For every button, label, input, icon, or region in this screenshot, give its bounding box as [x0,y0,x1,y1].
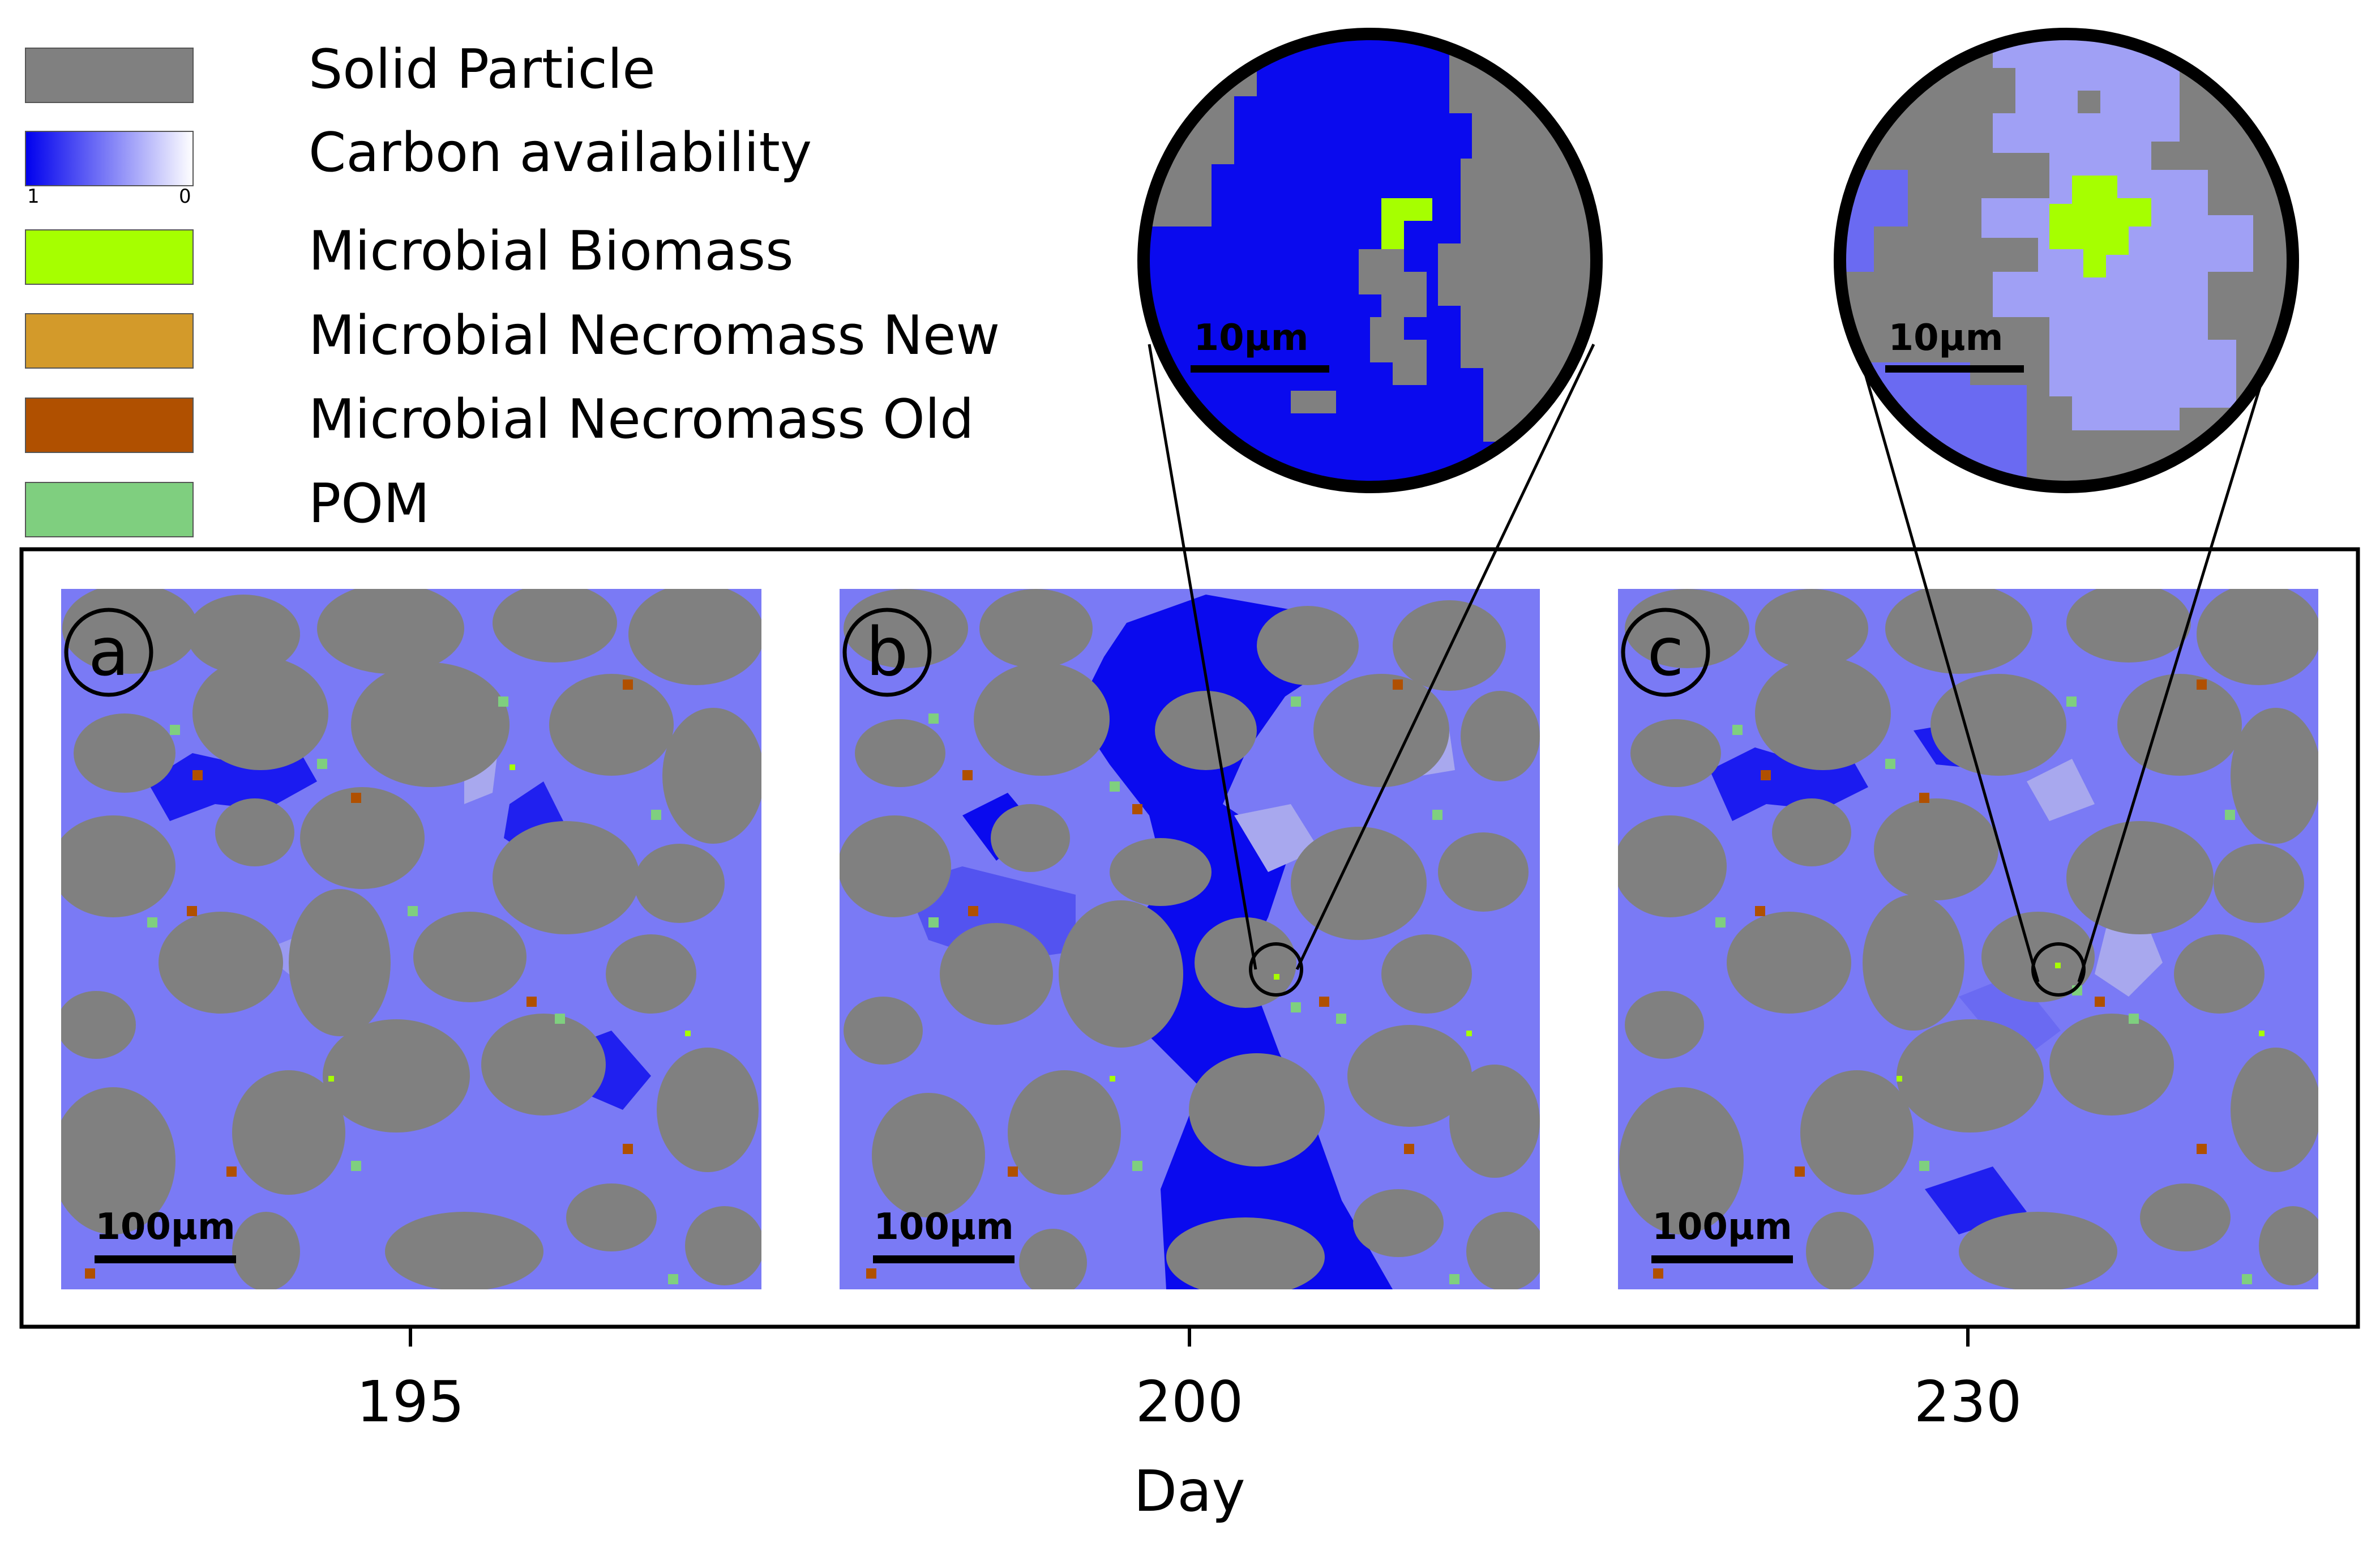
panel-b-solid-particles [840,589,1540,1289]
legend-swatch-necromass-new [25,313,194,369]
legend: Solid Particle 1 0 Carbon availability M… [25,39,1000,537]
panel-a-scale-label: 100μm [95,1206,235,1248]
panel-c-scale-label: 100μm [1652,1206,1792,1248]
panel-b-scale-label: 100μm [874,1206,1013,1248]
panel-c-zoom-marker [2031,942,2086,997]
zoom-inset-c-scale-bar [1885,365,2024,373]
x-tick-label-195: 195 [357,1369,465,1435]
zoom-inset-c-border [1834,28,2299,493]
zoom-inset-b-scale-bar [1191,365,1329,373]
zoom-inset-c-scale-label: 10μm [1889,317,2004,359]
panel-c [1618,589,2318,1289]
panel-b-letter-circle [842,608,932,697]
zoom-leader-lines [1148,343,2275,982]
panel-a-scale-bar [95,1255,236,1263]
zoom-inset-b-scale-label: 10μm [1194,317,1309,359]
carbon-scale-max-label: 0 [179,185,191,208]
x-axis-label: Day [1133,1458,1245,1524]
panel-b-zoom-marker [1249,942,1303,997]
legend-label-solid-particle: Solid Particle [309,39,656,101]
x-tick-label-230: 230 [1914,1369,2022,1435]
x-axis: 195 200 230 Day [357,1327,2022,1524]
panel-c-letter: c [1647,613,1684,691]
legend-swatch-microbial-biomass [25,229,194,285]
zoom-inset-b-border [1137,28,1603,493]
panel-a-letter-circle [64,608,153,697]
panel-c-letter-circle [1621,608,1710,697]
legend-swatch-solid-particle [25,48,194,103]
zoom-inset-c [1840,34,2293,487]
panel-b-scale-bar [873,1255,1015,1263]
panel-a [61,589,761,1289]
legend-label-pom: POM [309,473,430,535]
legend-label-necromass-old: Microbial Necromass Old [309,388,974,451]
legend-swatch-necromass-old [25,398,194,453]
panel-b [840,589,1540,1289]
panel-c-solid-particles [1618,589,2318,1289]
legend-label-necromass-new: Microbial Necromass New [309,305,1000,367]
panel-b-microbial-patches [866,680,1472,1284]
panel-a-letter: a [88,613,129,691]
x-tick-label-200: 200 [1136,1369,1244,1435]
carbon-scale-min-label: 1 [27,185,40,208]
legend-swatch-carbon-availability [25,131,194,186]
legend-swatch-pom [25,482,194,537]
panel-b-letter: b [866,613,909,691]
legend-label-carbon-availability: Carbon availability [309,122,812,184]
legend-label-microbial-biomass: Microbial Biomass [309,220,794,283]
panel-a-microbial-patches [85,680,691,1284]
panel-c-scale-bar [1651,1255,1793,1263]
